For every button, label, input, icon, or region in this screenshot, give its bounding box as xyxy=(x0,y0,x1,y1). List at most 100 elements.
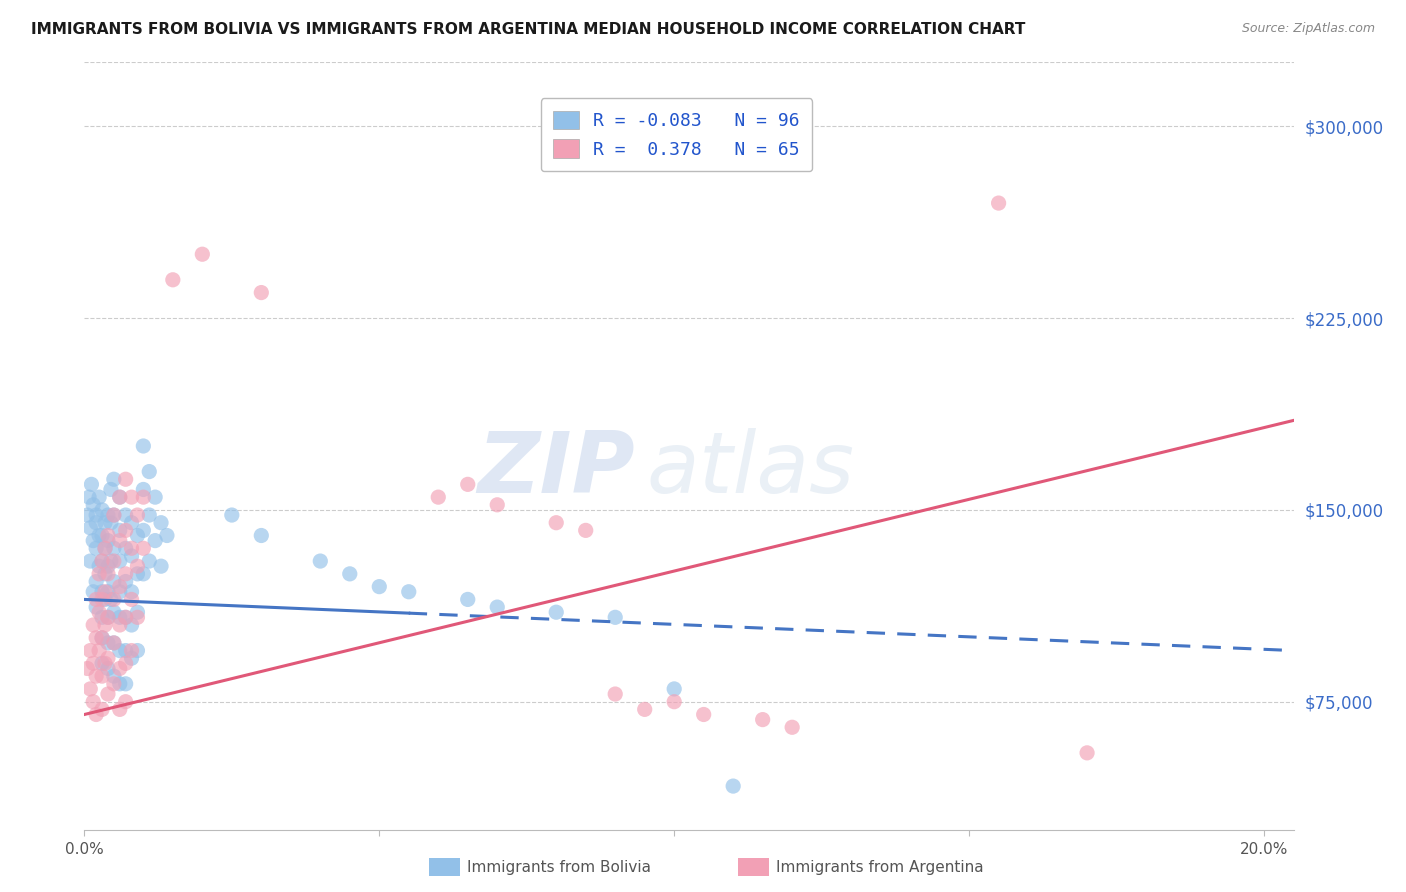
Point xyxy=(138,554,160,568)
Point xyxy=(97,508,120,522)
Point xyxy=(114,610,136,624)
Point xyxy=(82,533,104,548)
Point xyxy=(121,516,143,530)
Point xyxy=(76,661,98,675)
Point xyxy=(121,584,143,599)
Point xyxy=(132,490,155,504)
Point xyxy=(427,490,450,504)
Point xyxy=(398,584,420,599)
Point xyxy=(79,554,101,568)
Point xyxy=(100,483,122,497)
Point xyxy=(121,592,143,607)
Point xyxy=(575,524,598,538)
Point xyxy=(132,483,155,497)
Point xyxy=(309,554,332,568)
Point xyxy=(97,533,120,548)
Point xyxy=(94,618,117,632)
Point xyxy=(108,610,131,624)
Point xyxy=(605,687,627,701)
Point xyxy=(457,477,479,491)
Point xyxy=(103,592,125,607)
Point xyxy=(103,636,125,650)
Point xyxy=(82,695,104,709)
Point xyxy=(97,610,120,624)
Point xyxy=(127,559,149,574)
Point xyxy=(103,554,125,568)
Point xyxy=(103,677,125,691)
Point xyxy=(121,549,143,563)
Point xyxy=(103,605,125,619)
Point xyxy=(100,554,122,568)
Point xyxy=(150,559,173,574)
Point xyxy=(82,657,104,671)
Point xyxy=(94,584,117,599)
Point xyxy=(79,521,101,535)
Point xyxy=(100,516,122,530)
Point xyxy=(108,618,131,632)
Point xyxy=(84,508,107,522)
Point xyxy=(103,472,125,486)
Point xyxy=(103,636,125,650)
Point xyxy=(114,508,136,522)
Point xyxy=(114,472,136,486)
Point xyxy=(127,643,149,657)
Point xyxy=(79,643,101,657)
Point xyxy=(80,477,103,491)
Point xyxy=(103,508,125,522)
Point xyxy=(108,584,131,599)
Point xyxy=(121,618,143,632)
Text: IMMIGRANTS FROM BOLIVIA VS IMMIGRANTS FROM ARGENTINA MEDIAN HOUSEHOLD INCOME COR: IMMIGRANTS FROM BOLIVIA VS IMMIGRANTS FR… xyxy=(31,22,1025,37)
Point xyxy=(87,566,110,581)
Point xyxy=(79,681,101,696)
Point xyxy=(486,600,509,615)
Point xyxy=(91,669,114,683)
Point xyxy=(114,677,136,691)
Point xyxy=(82,498,104,512)
Point xyxy=(94,592,117,607)
Point xyxy=(114,574,136,589)
Point xyxy=(121,490,143,504)
Point xyxy=(987,196,1010,211)
Point xyxy=(108,677,131,691)
Point xyxy=(97,651,120,665)
Point xyxy=(91,503,114,517)
Point xyxy=(1076,746,1098,760)
Point xyxy=(82,584,104,599)
Point xyxy=(108,533,131,548)
Point xyxy=(114,657,136,671)
Text: atlas: atlas xyxy=(647,427,855,510)
Point xyxy=(114,643,136,657)
Point xyxy=(250,285,273,300)
Legend: R = -0.083   N = 96, R =  0.378   N = 65: R = -0.083 N = 96, R = 0.378 N = 65 xyxy=(541,98,813,171)
Point xyxy=(91,631,114,645)
Point xyxy=(94,541,117,556)
Point xyxy=(121,651,143,665)
Point xyxy=(664,681,686,696)
Point xyxy=(143,533,166,548)
Point xyxy=(97,559,120,574)
Point xyxy=(103,669,125,683)
Point xyxy=(138,465,160,479)
Point xyxy=(108,580,131,594)
Point xyxy=(191,247,214,261)
Point xyxy=(127,610,149,624)
Point xyxy=(114,541,136,556)
Point xyxy=(94,566,117,581)
Point xyxy=(103,508,125,522)
Point xyxy=(143,490,166,504)
Point xyxy=(84,600,107,615)
Point xyxy=(108,554,131,568)
Point xyxy=(127,528,149,542)
Point xyxy=(108,702,131,716)
Point xyxy=(100,592,122,607)
Point xyxy=(103,541,125,556)
Point xyxy=(87,490,110,504)
Point xyxy=(546,516,568,530)
Point xyxy=(97,661,120,675)
Point xyxy=(121,643,143,657)
Point xyxy=(486,498,509,512)
Point xyxy=(132,566,155,581)
Point xyxy=(250,528,273,542)
Point xyxy=(121,541,143,556)
Point xyxy=(84,707,107,722)
